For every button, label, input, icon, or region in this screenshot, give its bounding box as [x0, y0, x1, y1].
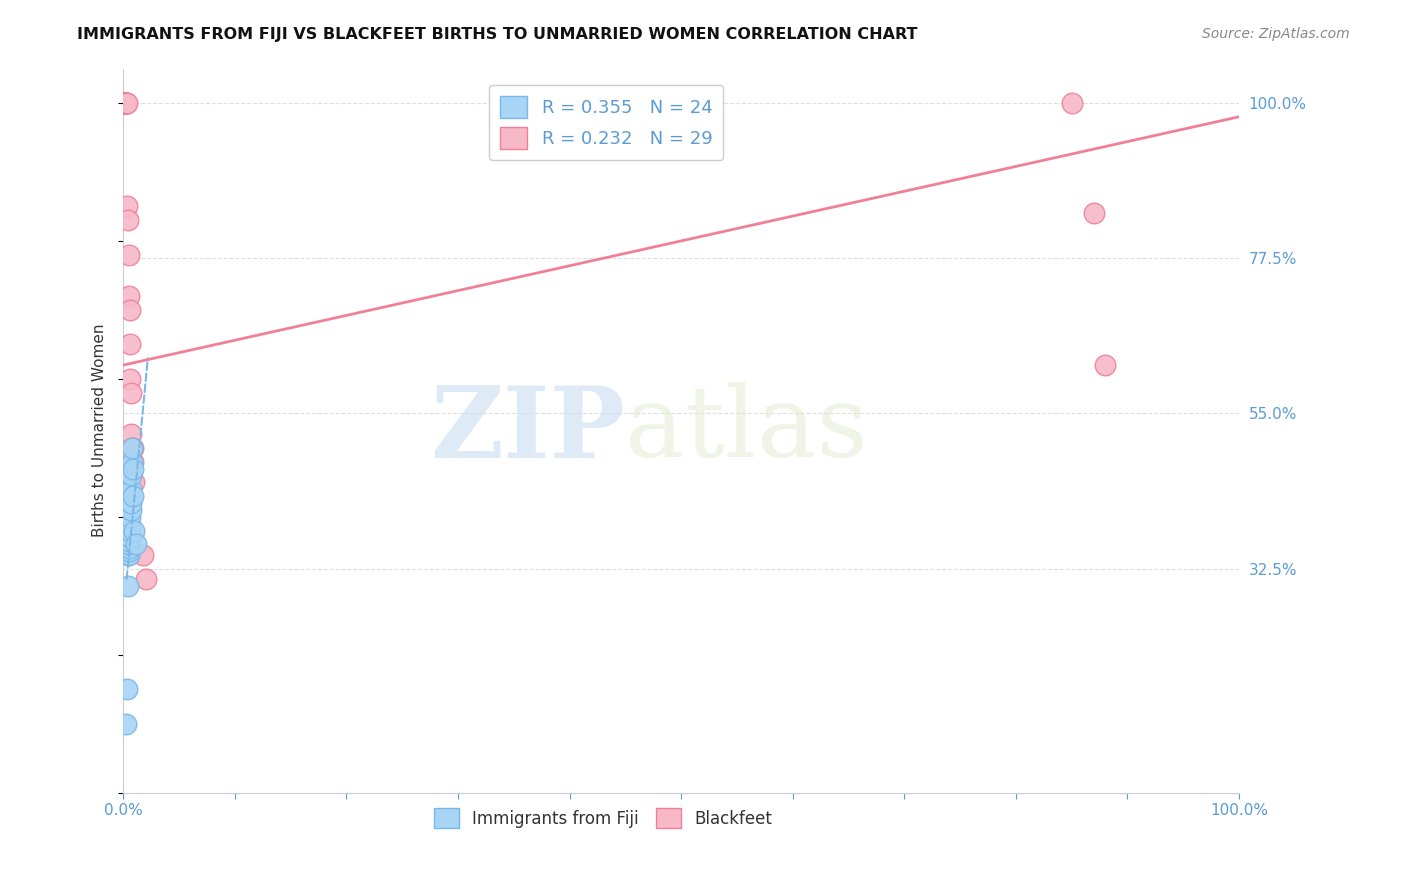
Point — [114, 95, 136, 110]
Y-axis label: Births to Unmarried Women: Births to Unmarried Women — [93, 324, 107, 537]
Point — [114, 95, 136, 110]
Point — [1094, 358, 1116, 372]
Point — [114, 95, 136, 110]
Point — [120, 385, 142, 400]
Point — [115, 199, 138, 213]
Text: ZIP: ZIP — [430, 382, 626, 479]
Point — [114, 716, 136, 731]
Point — [122, 461, 145, 475]
Point — [118, 289, 141, 303]
Point — [118, 531, 141, 545]
Point — [118, 372, 141, 386]
Point — [124, 524, 146, 538]
Point — [124, 475, 146, 490]
Point — [117, 579, 139, 593]
Point — [114, 95, 136, 110]
Point — [118, 541, 141, 555]
Point — [112, 95, 135, 110]
Point — [120, 482, 142, 496]
Point — [118, 337, 141, 351]
Point — [118, 524, 141, 538]
Point — [120, 496, 142, 510]
Text: atlas: atlas — [626, 383, 868, 478]
Point — [120, 427, 142, 442]
Point — [118, 302, 141, 317]
Point — [117, 548, 139, 562]
Point — [121, 441, 143, 455]
Text: Source: ZipAtlas.com: Source: ZipAtlas.com — [1202, 27, 1350, 41]
Point — [132, 548, 155, 562]
Point — [121, 441, 143, 455]
Point — [118, 531, 141, 545]
Point — [117, 213, 139, 227]
Point — [121, 455, 143, 469]
Point — [122, 455, 145, 469]
Point — [124, 537, 146, 551]
Point — [115, 682, 138, 697]
Point — [114, 95, 136, 110]
Point — [135, 572, 157, 586]
Point — [118, 533, 141, 548]
Point — [118, 516, 141, 531]
Point — [115, 95, 138, 110]
Point — [122, 489, 145, 503]
Point — [112, 95, 135, 110]
Text: IMMIGRANTS FROM FIJI VS BLACKFEET BIRTHS TO UNMARRIED WOMEN CORRELATION CHART: IMMIGRANTS FROM FIJI VS BLACKFEET BIRTHS… — [77, 27, 918, 42]
Point — [118, 544, 141, 558]
Legend: Immigrants from Fiji, Blackfeet: Immigrants from Fiji, Blackfeet — [427, 801, 779, 835]
Point — [1060, 95, 1083, 110]
Point — [112, 95, 135, 110]
Point — [118, 509, 141, 524]
Point — [118, 537, 141, 551]
Point — [112, 95, 135, 110]
Point — [122, 441, 145, 455]
Point — [1083, 206, 1105, 220]
Point — [120, 503, 142, 517]
Point — [114, 95, 136, 110]
Point — [118, 248, 141, 262]
Point — [120, 468, 142, 483]
Point — [118, 548, 141, 562]
